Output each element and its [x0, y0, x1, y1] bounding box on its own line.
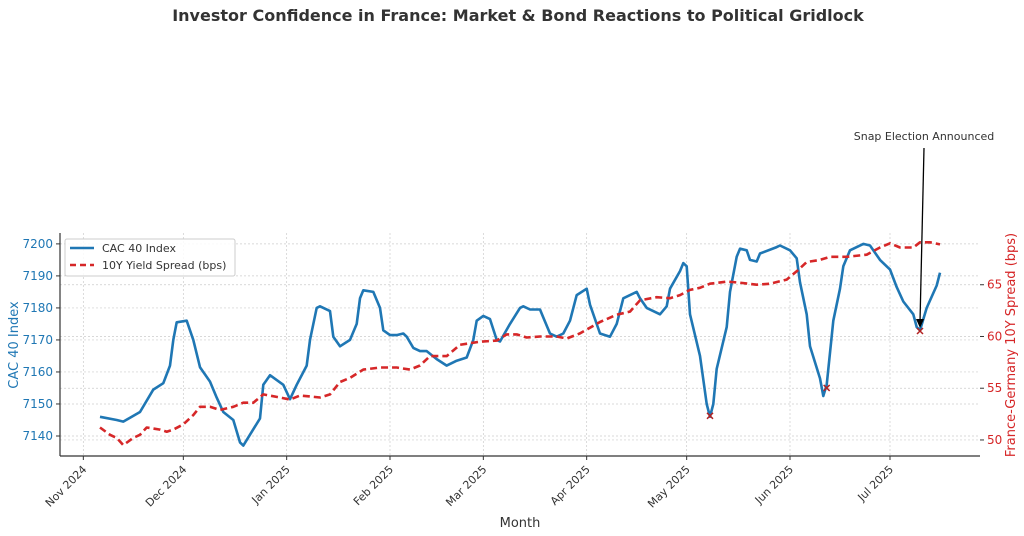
y-tick-label-left: 7160: [22, 365, 53, 379]
y-axis-right-label: France-Germany 10Y Spread (bps): [1004, 233, 1019, 457]
y-tick-label-left: 7140: [22, 429, 53, 443]
x-tick-label: Jun 2025: [752, 463, 796, 507]
y-tick-label-left: 7200: [22, 237, 53, 251]
x-tick-label: Dec 2024: [143, 463, 190, 510]
annotation-label: Snap Election Announced: [854, 130, 995, 143]
event-markers: [706, 327, 924, 420]
legend-box: [64, 238, 236, 277]
x-tick-label: Jan 2025: [249, 463, 293, 507]
y-tick-label-left: 7190: [22, 269, 53, 283]
y-tick-label-right: 55: [987, 381, 1002, 395]
annotation-arrowhead: [916, 318, 924, 328]
event-marker: [823, 384, 831, 392]
cac40-line: [99, 242, 942, 447]
x-tick-label: Nov 2024: [43, 463, 90, 510]
series-layer: [99, 241, 942, 447]
x-tick-label: Mar 2025: [443, 463, 489, 509]
legend-label-spread: 10Y Yield Spread (bps): [102, 259, 226, 272]
annotation-arrow: [919, 147, 925, 322]
x-tick-label: Apr 2025: [548, 463, 593, 508]
y-tick-label-right: 50: [987, 433, 1002, 447]
x-tick-label: Jul 2025: [855, 463, 897, 505]
legend-label-cac: CAC 40 Index: [102, 242, 176, 255]
event-marker: [916, 327, 924, 335]
x-axis-label: Month: [500, 516, 541, 531]
y-axis-left-label: CAC 40 Index: [7, 301, 22, 389]
legend: CAC 40 Index 10Y Yield Spread (bps): [64, 238, 236, 277]
x-tick-label: May 2025: [645, 463, 693, 511]
y-tick-label-right: 65: [987, 278, 1002, 292]
annotation: Snap Election Announced: [854, 130, 995, 328]
x-tick-label: Feb 2025: [351, 463, 396, 508]
y-tick-label-right: 60: [987, 329, 1002, 343]
event-marker: [706, 412, 714, 420]
chart-title: Investor Confidence in France: Market & …: [172, 6, 864, 25]
y-tick-label-left: 7180: [22, 301, 53, 315]
spread-line: [99, 241, 941, 447]
y-tick-label-left: 7150: [22, 397, 53, 411]
y-tick-label-left: 7170: [22, 333, 53, 347]
